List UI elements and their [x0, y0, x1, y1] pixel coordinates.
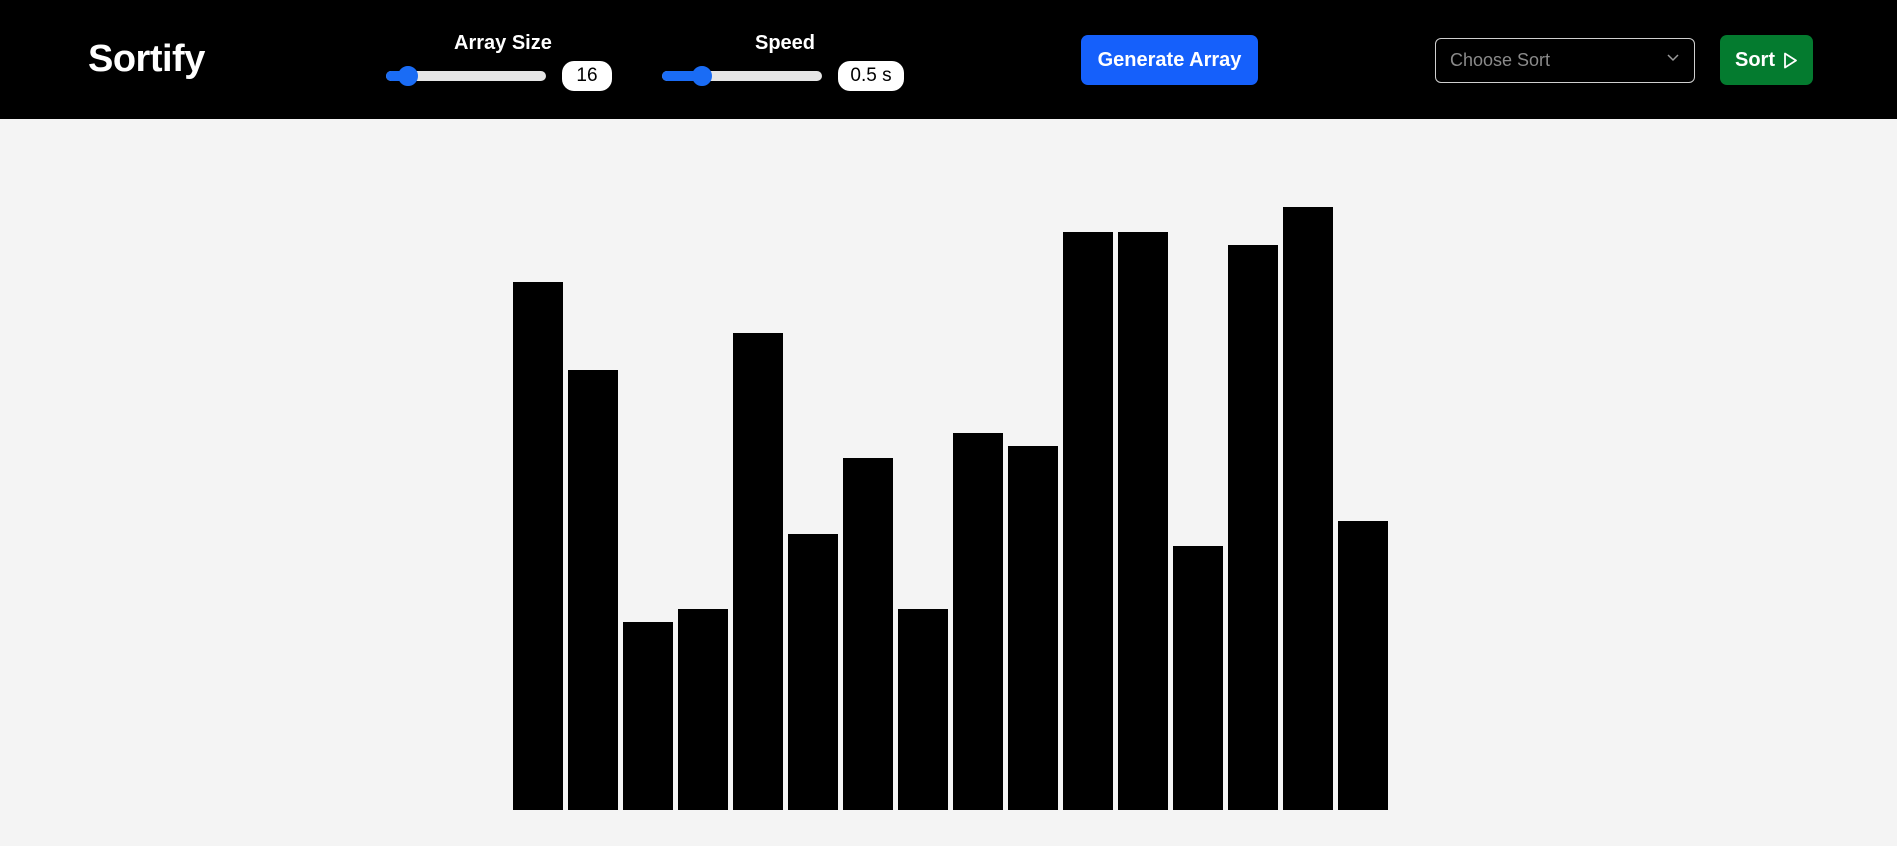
speed-slider-track[interactable] [662, 71, 822, 81]
array-bar [1063, 232, 1113, 810]
sort-button[interactable]: Sort [1720, 35, 1813, 85]
array-size-control: Array Size 16 [386, 32, 616, 92]
generate-array-button[interactable]: Generate Array [1081, 35, 1258, 85]
navbar: Sortify Array Size 16 Speed 0.5 s Genera… [0, 0, 1897, 119]
array-bar [1173, 546, 1223, 810]
array-visualizer [0, 119, 1897, 846]
chevron-down-icon [1667, 54, 1679, 62]
array-bar [1338, 521, 1388, 810]
brand-logo: Sortify [88, 38, 205, 80]
speed-control: Speed 0.5 s [662, 32, 912, 92]
array-bar [568, 370, 618, 810]
array-size-value: 16 [562, 61, 612, 91]
array-bar [1283, 207, 1333, 810]
array-bar [788, 533, 838, 810]
speed-label: Speed [755, 32, 816, 54]
array-bar [513, 282, 563, 810]
array-bar [1228, 244, 1278, 810]
array-size-label: Array Size [454, 32, 552, 54]
speed-value: 0.5 s [838, 61, 904, 91]
array-bar [1008, 445, 1058, 810]
sort-algorithm-select[interactable]: Choose Sort [1435, 38, 1695, 83]
array-size-slider-track[interactable] [386, 71, 546, 81]
array-bar [898, 609, 948, 810]
array-size-slider-thumb[interactable] [398, 66, 419, 86]
array-bar [623, 621, 673, 810]
play-icon [1784, 52, 1797, 68]
array-bar [1118, 232, 1168, 810]
sort-button-label: Sort [1735, 48, 1775, 71]
speed-slider-thumb[interactable] [692, 66, 712, 86]
array-size-slider-fill [386, 71, 409, 81]
array-bar [843, 458, 893, 810]
array-bar [953, 433, 1003, 810]
array-bar [678, 609, 728, 810]
sort-select-placeholder: Choose Sort [1450, 50, 1551, 70]
speed-slider-fill [662, 71, 702, 81]
array-bar [733, 332, 783, 810]
